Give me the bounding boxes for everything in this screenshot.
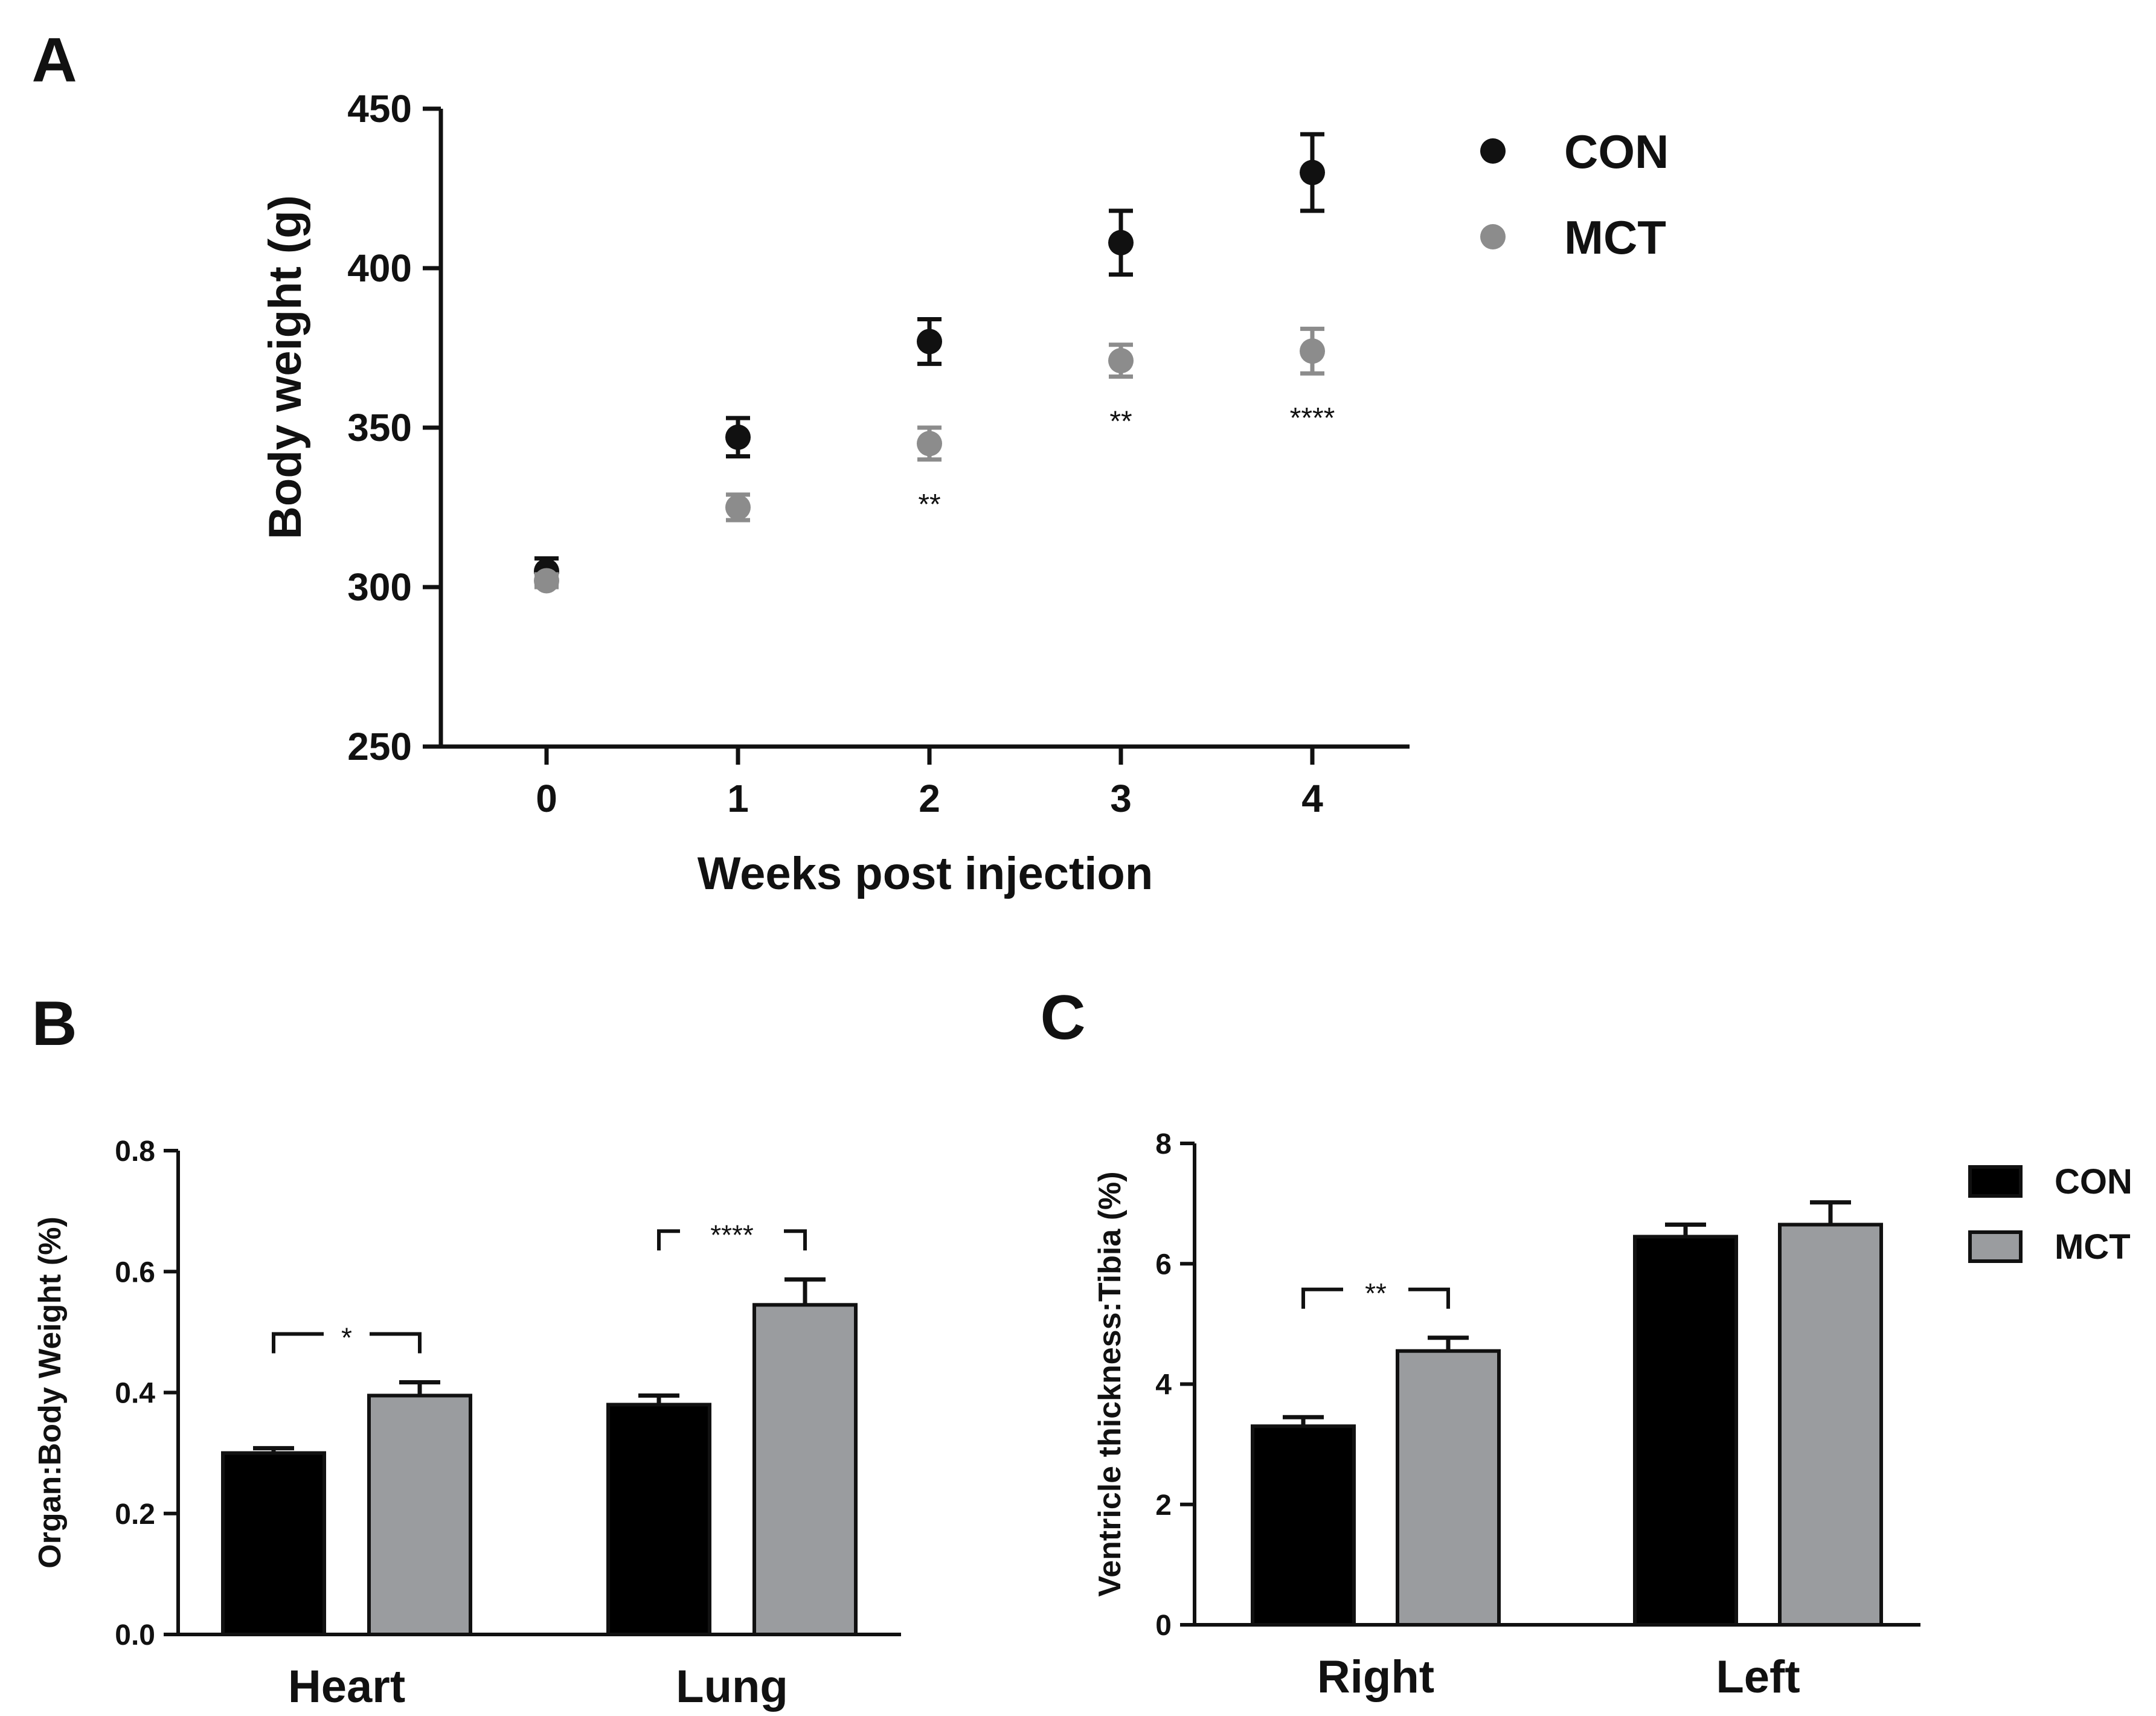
- y-tick-label: 4: [1155, 1369, 1172, 1401]
- bar-mct: [1396, 1349, 1501, 1627]
- data-point-group: [917, 317, 942, 366]
- data-point-con: [1300, 159, 1325, 185]
- y-axis-title: Ventricle thickness:Tibia (%): [1092, 1171, 1128, 1596]
- y-tick-label: 400: [347, 246, 412, 290]
- significance-bracket: [657, 1229, 680, 1251]
- significance-bracket: [1408, 1287, 1450, 1309]
- bar-group: [1396, 1335, 1501, 1627]
- data-point-mct: [534, 568, 559, 594]
- bar-mct: [367, 1393, 472, 1637]
- data-point-group: [534, 568, 559, 594]
- data-point-mct: [725, 495, 751, 520]
- y-tick-label: 0.4: [115, 1378, 155, 1410]
- y-axis-title: Body weight (g): [260, 195, 311, 539]
- data-point-con: [1108, 230, 1134, 255]
- bar-group: [221, 1446, 326, 1636]
- legend-swatch-mct: [1968, 1230, 2023, 1263]
- significance-bracket: [370, 1332, 422, 1354]
- y-tick-label: 300: [347, 565, 412, 609]
- legend-marker-con: [1480, 138, 1506, 164]
- legend-label: MCT: [2055, 1227, 2131, 1267]
- y-tick-label: 0: [1155, 1610, 1172, 1642]
- data-point-mct: [1108, 348, 1134, 374]
- panel-c-bars: 0 2 4 6 8 Ventricle thickness:Tibia (%) Right *…: [1092, 1128, 2132, 1703]
- significance-bracket: [784, 1229, 807, 1251]
- legend-label: CON: [2055, 1162, 2132, 1201]
- panel-label-b: B: [31, 989, 77, 1059]
- significance-label: *: [341, 1322, 352, 1353]
- x-tick-label: 4: [1301, 777, 1323, 820]
- data-point-group: [1108, 342, 1134, 379]
- data-point-con: [725, 424, 751, 450]
- bar-mct: [752, 1303, 858, 1637]
- significance-label: **: [918, 489, 940, 521]
- x-category-label: Heart: [288, 1661, 405, 1712]
- x-axis-title: Weeks post injection: [698, 848, 1153, 899]
- y-tick-label: 250: [347, 725, 412, 768]
- y-tick-label: 0.6: [115, 1256, 155, 1288]
- significance-label: **: [1365, 1277, 1387, 1309]
- y-tick-label: 0.8: [115, 1136, 155, 1168]
- data-point-group: [725, 416, 751, 459]
- x-category-label: Lung: [676, 1661, 788, 1712]
- y-tick-label: 2: [1155, 1489, 1172, 1522]
- x-tick-label: 3: [1110, 777, 1132, 820]
- y-tick-label: 350: [347, 406, 412, 449]
- y-tick-label: 450: [347, 87, 412, 130]
- y-tick-label: 6: [1155, 1248, 1172, 1281]
- legend-swatch-con: [1968, 1165, 2023, 1198]
- bar-con: [221, 1451, 326, 1636]
- bar-group: [1633, 1222, 1738, 1627]
- legend-label: MCT: [1564, 211, 1666, 264]
- x-tick-label: 1: [727, 777, 749, 820]
- panel-label-c: C: [1040, 983, 1085, 1053]
- data-point-group: [725, 492, 751, 522]
- data-point-mct: [917, 431, 942, 457]
- panel-label-a: A: [31, 25, 77, 95]
- y-tick-label: 8: [1155, 1128, 1172, 1160]
- data-point-group: [1300, 132, 1325, 213]
- y-tick-label: 0.0: [115, 1619, 155, 1651]
- x-category-label: Right: [1317, 1651, 1434, 1703]
- data-point-group: [917, 425, 942, 462]
- bar-group: [606, 1393, 711, 1636]
- bar-group: [1251, 1415, 1356, 1627]
- panel-b-bars: 0.0 0.2 0.4 0.6 0.8 Organ:Body Weight (%) Hear…: [33, 1136, 901, 1712]
- significance-label: ****: [1290, 402, 1335, 434]
- bar-group: [752, 1277, 858, 1637]
- bar-con: [1251, 1424, 1356, 1627]
- x-tick-label: 2: [919, 777, 940, 820]
- bar-mct: [1778, 1223, 1883, 1627]
- bar-group: [367, 1380, 472, 1637]
- significance-bracket: [1301, 1287, 1343, 1309]
- bar-con: [606, 1403, 711, 1636]
- data-point-group: [1300, 326, 1325, 376]
- significance-bracket: [272, 1332, 324, 1354]
- legend-marker-mct: [1480, 224, 1506, 249]
- data-point-mct: [1300, 338, 1325, 364]
- data-point-con: [917, 329, 942, 355]
- x-category-label: Left: [1716, 1651, 1800, 1703]
- data-point-group: [1108, 208, 1134, 277]
- bar-group: [1778, 1200, 1883, 1627]
- significance-label: **: [1109, 406, 1132, 438]
- panel-a-scatter: 250 300 350 400 450 0 1 2 3 4 Weeks post injection…: [260, 87, 1669, 899]
- y-tick-label: 0.2: [115, 1499, 155, 1531]
- y-axis-title: Organ:Body Weight (%): [33, 1216, 68, 1569]
- significance-label: ****: [710, 1219, 754, 1250]
- x-tick-label: 0: [536, 777, 557, 820]
- bar-con: [1633, 1235, 1738, 1627]
- legend-label: CON: [1564, 125, 1669, 178]
